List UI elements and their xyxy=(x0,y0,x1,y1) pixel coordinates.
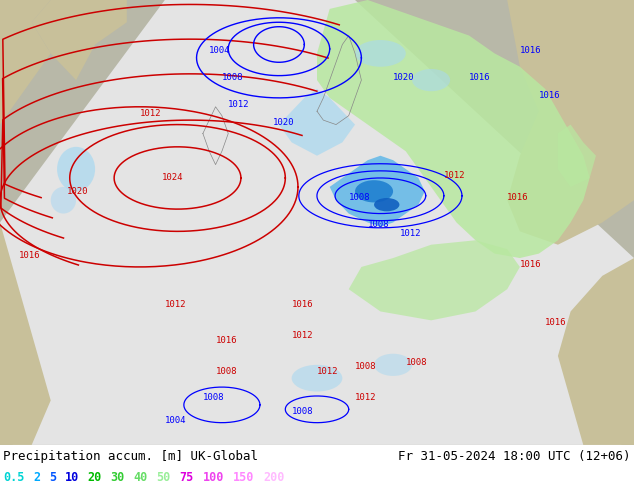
Ellipse shape xyxy=(355,180,393,202)
Text: 20: 20 xyxy=(87,471,101,485)
Text: Fr 31-05-2024 18:00 UTC (12+06): Fr 31-05-2024 18:00 UTC (12+06) xyxy=(399,450,631,464)
Text: 100: 100 xyxy=(202,471,224,485)
Text: 30: 30 xyxy=(110,471,125,485)
Text: 1016: 1016 xyxy=(19,251,41,260)
Ellipse shape xyxy=(57,147,95,191)
Polygon shape xyxy=(279,89,355,156)
Polygon shape xyxy=(32,0,127,80)
Text: 1024: 1024 xyxy=(162,173,183,182)
Text: 1008: 1008 xyxy=(222,73,243,82)
Text: 1012: 1012 xyxy=(444,171,465,180)
Text: 0.5: 0.5 xyxy=(3,471,24,485)
Ellipse shape xyxy=(412,69,450,91)
Text: 1020: 1020 xyxy=(273,118,294,126)
Text: 1020: 1020 xyxy=(67,187,88,196)
Text: 2: 2 xyxy=(34,471,41,485)
Text: 1008: 1008 xyxy=(203,393,224,402)
Text: 1008: 1008 xyxy=(292,407,313,416)
Text: 1008: 1008 xyxy=(355,362,377,371)
Text: 1004: 1004 xyxy=(165,416,186,425)
Polygon shape xyxy=(558,124,596,187)
Text: 1012: 1012 xyxy=(139,109,161,118)
Text: 40: 40 xyxy=(134,471,148,485)
Polygon shape xyxy=(0,222,51,445)
Text: 1016: 1016 xyxy=(469,73,491,82)
Text: 1008: 1008 xyxy=(216,367,237,376)
Text: 5: 5 xyxy=(49,471,56,485)
Text: 1012: 1012 xyxy=(292,331,313,340)
Text: 1016: 1016 xyxy=(539,91,560,100)
Ellipse shape xyxy=(51,187,76,214)
Text: 50: 50 xyxy=(157,471,171,485)
Text: 1012: 1012 xyxy=(355,393,377,402)
Polygon shape xyxy=(0,0,51,124)
Ellipse shape xyxy=(374,354,412,376)
Polygon shape xyxy=(317,0,590,258)
Text: 1004: 1004 xyxy=(209,47,231,55)
Text: Precipitation accum. [m] UK-Global: Precipitation accum. [m] UK-Global xyxy=(3,450,258,464)
Text: 1012: 1012 xyxy=(165,300,186,309)
Text: 1016: 1016 xyxy=(216,336,237,344)
Ellipse shape xyxy=(292,365,342,392)
Text: 10: 10 xyxy=(65,471,79,485)
Text: 1016: 1016 xyxy=(292,300,313,309)
Polygon shape xyxy=(558,258,634,445)
Text: 1008: 1008 xyxy=(368,220,389,229)
Text: 150: 150 xyxy=(233,471,254,485)
Polygon shape xyxy=(349,240,520,320)
Text: 1016: 1016 xyxy=(520,260,541,269)
Polygon shape xyxy=(330,156,425,227)
Ellipse shape xyxy=(355,40,406,67)
Polygon shape xyxy=(507,0,634,245)
Text: 1008: 1008 xyxy=(349,193,370,202)
Text: 200: 200 xyxy=(264,471,285,485)
Text: 1016: 1016 xyxy=(507,193,529,202)
Text: 1012: 1012 xyxy=(317,367,339,376)
Text: 1016: 1016 xyxy=(545,318,567,327)
Text: 1012: 1012 xyxy=(228,100,250,109)
Text: 1020: 1020 xyxy=(393,73,415,82)
Polygon shape xyxy=(0,0,634,445)
Text: 1008: 1008 xyxy=(406,358,427,367)
Text: 1012: 1012 xyxy=(399,229,421,238)
Text: 75: 75 xyxy=(179,471,194,485)
Text: 1016: 1016 xyxy=(520,47,541,55)
Ellipse shape xyxy=(374,198,399,211)
